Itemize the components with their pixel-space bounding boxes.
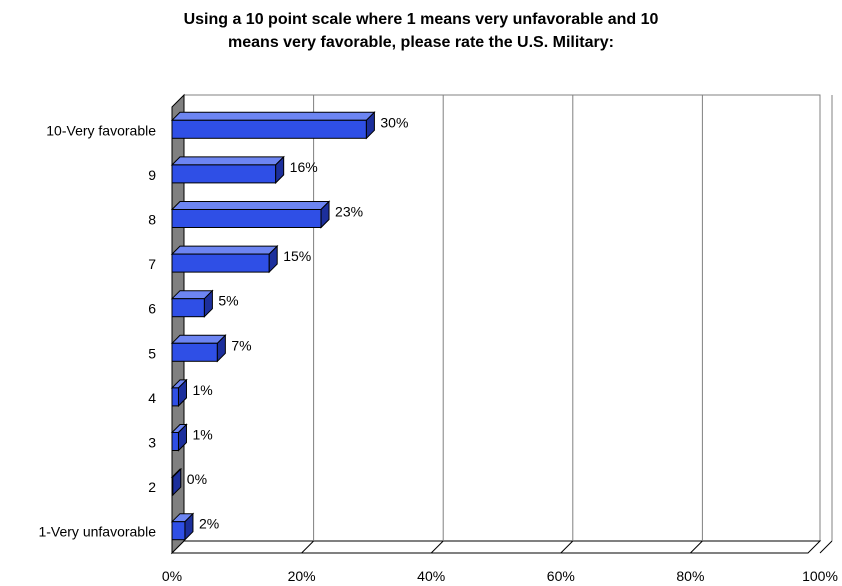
- bar-side-face: [177, 423, 187, 452]
- bar-side-face: [320, 200, 330, 229]
- x-tick-label: 100%: [802, 568, 838, 584]
- bar: [171, 119, 367, 139]
- floor-gridline: [301, 540, 314, 554]
- data-label: 1%: [192, 382, 212, 398]
- data-label: 1%: [192, 427, 212, 443]
- category-label: 10-Very favorable: [46, 122, 156, 138]
- bar: [171, 387, 179, 407]
- bar: [171, 209, 322, 228]
- chart-title-line-1: Using a 10 point scale where 1 means ver…: [183, 11, 659, 28]
- bar-side-face: [177, 378, 187, 408]
- x-tick-label: 0%: [162, 568, 182, 584]
- floor-gridline: [430, 540, 444, 554]
- x-tick-label: 80%: [676, 568, 704, 584]
- x-tick-label: 20%: [288, 568, 316, 584]
- bar-top-face: [170, 334, 227, 344]
- floor-gridline: [819, 540, 833, 554]
- bar-top-face: [170, 156, 285, 166]
- data-label: 0%: [187, 471, 207, 487]
- bar-side-face: [203, 289, 213, 318]
- chart-title-line-2: means very favorable, please rate the U.…: [228, 34, 614, 51]
- bar-top-face: [170, 201, 331, 210]
- category-label: 2: [148, 479, 156, 495]
- data-label: 7%: [231, 337, 251, 353]
- x-tick-label: 40%: [417, 568, 445, 584]
- floor-gridline: [560, 540, 574, 554]
- bar-side-face: [184, 512, 194, 541]
- bar-side-face: [172, 467, 182, 497]
- plot-floor: [170, 540, 822, 554]
- data-label: 2%: [199, 516, 219, 532]
- category-label: 5: [148, 345, 156, 361]
- bar: [171, 298, 205, 318]
- floor-gridline: [690, 540, 703, 554]
- bar: [171, 521, 186, 541]
- category-label: 6: [148, 301, 156, 317]
- x-tick-label: 60%: [547, 568, 575, 584]
- data-label: 16%: [290, 159, 318, 175]
- bar: [171, 342, 218, 362]
- category-label: 4: [148, 390, 156, 406]
- data-label: 5%: [218, 293, 238, 309]
- category-label: 3: [148, 435, 156, 451]
- data-label: 30%: [380, 114, 408, 130]
- category-label: 9: [148, 167, 156, 183]
- bar: [171, 432, 179, 451]
- data-label: 23%: [335, 204, 363, 220]
- bar-top-face: [170, 245, 279, 255]
- bar: [171, 164, 277, 184]
- data-label: 15%: [283, 248, 311, 264]
- bar-side-face: [365, 111, 375, 140]
- chart-title: Using a 10 point scale where 1 means ver…: [0, 8, 842, 54]
- bar-top-face: [170, 111, 376, 121]
- bar-side-face: [275, 155, 285, 185]
- bar-side-face: [216, 334, 226, 363]
- category-label: 1-Very unfavorable: [38, 524, 156, 540]
- bar: [171, 253, 270, 273]
- bar-side-face: [268, 244, 278, 274]
- category-label: 7: [148, 256, 156, 272]
- category-label: 8: [148, 212, 156, 228]
